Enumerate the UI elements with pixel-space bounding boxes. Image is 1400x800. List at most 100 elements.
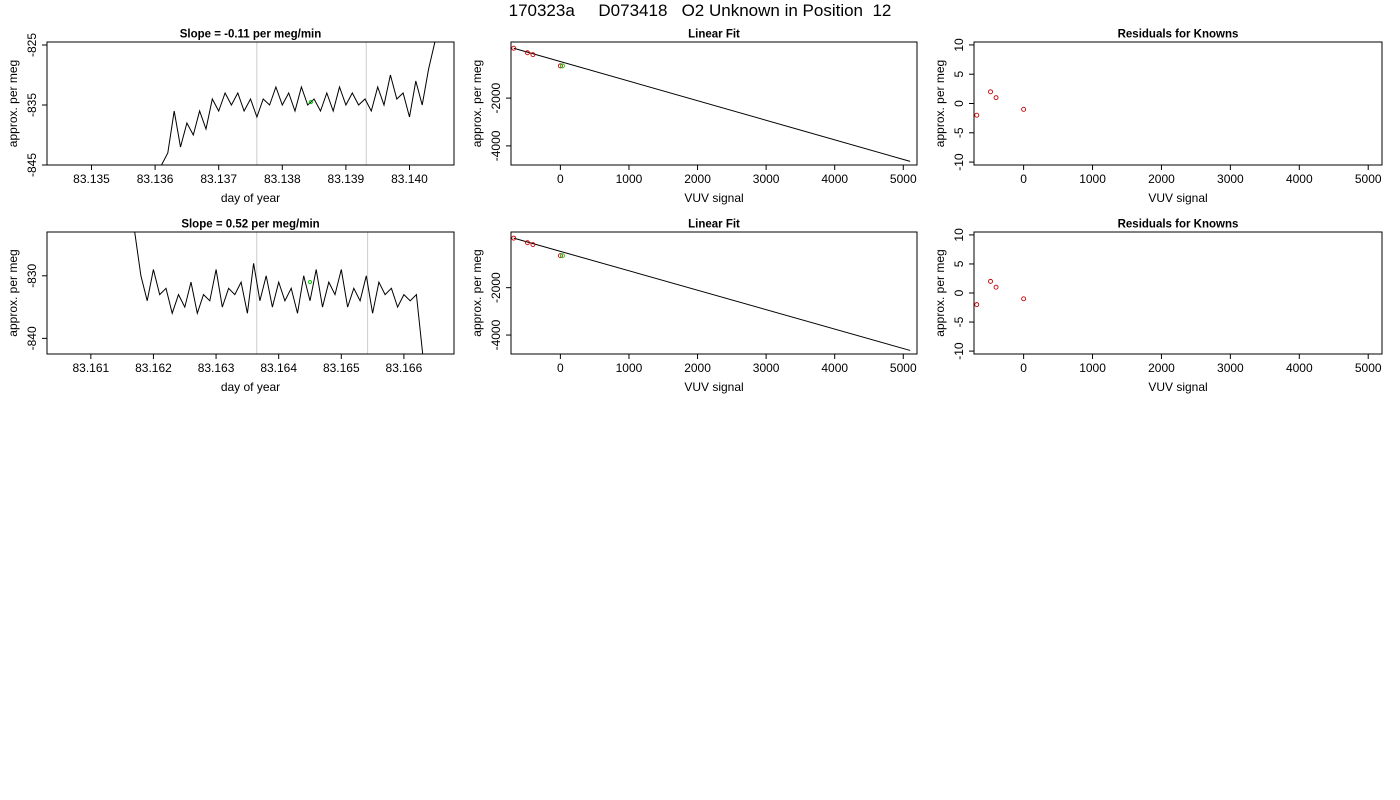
unknown-sample-point (559, 253, 565, 259)
x-tick-label: 83.161 (72, 361, 109, 375)
plot-frame (46, 231, 455, 355)
x-axis-label: day of year (221, 191, 280, 205)
x-tick-label: 0 (1020, 361, 1027, 375)
x-axis-label: VUV signal (1148, 191, 1207, 205)
y-axis-label: approx. per meg (6, 60, 20, 147)
x-tick-label: 83.136 (137, 172, 174, 186)
plot-title: Residuals for Knowns (1118, 219, 1239, 231)
known-standard-point (511, 235, 517, 241)
y-axis-label: approx. per meg (933, 249, 947, 336)
x-tick-label: 83.165 (323, 361, 360, 375)
mean-marker-point (308, 99, 314, 105)
plot-frame (973, 231, 1383, 355)
y-tick-label: -5 (952, 316, 966, 327)
plot-frame (973, 41, 1383, 166)
y-tick-label: -840 (25, 326, 39, 350)
x-tick-label: 3000 (753, 361, 780, 375)
residual-point (993, 284, 999, 290)
plot-title: Linear Fit (688, 219, 740, 231)
signal-trace-line (161, 42, 436, 165)
x-axis-label: VUV signal (1148, 380, 1207, 394)
known-standard-point (511, 45, 517, 51)
plot-frame (510, 41, 918, 166)
unknown-sample-point (559, 63, 565, 69)
y-tick-label: -2000 (489, 272, 503, 303)
residual-point (988, 278, 993, 284)
x-tick-label: 1000 (1079, 361, 1106, 375)
plot-area (511, 235, 911, 351)
y-tick-label: 5 (952, 71, 966, 78)
x-tick-label: 1000 (616, 172, 643, 186)
plot-panel-1: Slope = -0.11 per meg/min day of year appr… (6, 29, 455, 205)
x-axis-label: day of year (221, 380, 280, 394)
plot-area (511, 45, 911, 162)
y-tick-label: 10 (952, 228, 966, 242)
fit-line (513, 47, 911, 162)
x-tick-label: 83.139 (328, 172, 365, 186)
x-tick-label: 0 (1020, 172, 1027, 186)
x-tick-label: 4000 (821, 172, 848, 186)
x-tick-label: 5000 (1355, 172, 1382, 186)
x-tick-label: 2000 (1148, 172, 1175, 186)
x-tick-label: 1000 (616, 361, 643, 375)
x-tick-label: 0 (557, 172, 564, 186)
x-tick-label: 83.137 (200, 172, 237, 186)
x-tick-label: 4000 (1286, 172, 1313, 186)
y-axis-label: approx. per meg (470, 249, 484, 336)
y-tick-label: 0 (952, 289, 966, 296)
x-tick-label: 2000 (684, 361, 711, 375)
residual-point (988, 89, 993, 95)
x-tick-label: 3000 (1217, 172, 1244, 186)
x-tick-label: 83.163 (198, 361, 235, 375)
x-tick-label: 83.164 (260, 361, 297, 375)
x-tick-label: 4000 (1286, 361, 1313, 375)
plot-title: Slope = 0.52 per meg/min (181, 219, 319, 231)
residual-point (993, 95, 999, 101)
x-axis-label: VUV signal (684, 191, 743, 205)
x-axis-label: VUV signal (684, 380, 743, 394)
y-tick-label: 10 (952, 38, 966, 52)
residual-point (974, 112, 980, 118)
known-standard-point (530, 52, 536, 58)
y-tick-label: -5 (952, 127, 966, 138)
x-tick-label: 5000 (890, 172, 917, 186)
signal-trace-line (134, 232, 424, 354)
x-tick-label: 2000 (1148, 361, 1175, 375)
y-tick-label: -2000 (489, 82, 503, 113)
x-tick-label: 3000 (1217, 361, 1244, 375)
x-tick-label: 83.140 (391, 172, 428, 186)
plot-area (161, 42, 436, 165)
plot-panel-6: Residuals for Knowns VUV signal approx. pe… (933, 219, 1383, 394)
x-tick-label: 83.138 (264, 172, 301, 186)
plot-area (974, 278, 1027, 308)
x-tick-label: 83.166 (386, 361, 423, 375)
y-tick-label: -10 (952, 153, 966, 171)
y-axis-label: approx. per meg (933, 60, 947, 147)
x-tick-label: 5000 (890, 361, 917, 375)
y-tick-label: -4000 (489, 319, 503, 350)
known-standard-point (530, 242, 536, 248)
residual-point (1021, 296, 1027, 302)
y-axis-label: approx. per meg (470, 60, 484, 147)
x-tick-label: 1000 (1079, 172, 1106, 186)
page-title: 170323a D073418 O2 Unknown in Position 1… (508, 1, 892, 20)
x-tick-label: 3000 (753, 172, 780, 186)
y-tick-label: -835 (25, 93, 39, 117)
plot-panel-5: Linear Fit VUV signal approx. per meg 0 1000… (470, 219, 918, 394)
y-tick-label: 0 (952, 100, 966, 107)
y-tick-label: -4000 (489, 130, 503, 161)
x-tick-label: 83.162 (135, 361, 172, 375)
known-standard-point (557, 63, 563, 69)
plot-title: Residuals for Knowns (1118, 29, 1239, 41)
x-tick-label: 0 (557, 361, 564, 375)
plot-panel-2: Linear Fit VUV signal approx. per meg 0 1000… (470, 29, 918, 205)
mean-marker-point (307, 279, 313, 285)
y-tick-label: -830 (25, 263, 39, 287)
y-tick-label: -825 (25, 33, 39, 57)
plot-frame (510, 231, 918, 355)
x-tick-label: 83.135 (73, 172, 110, 186)
fit-line (513, 237, 911, 351)
known-standard-point (525, 240, 530, 246)
plot-title: Linear Fit (688, 29, 740, 41)
